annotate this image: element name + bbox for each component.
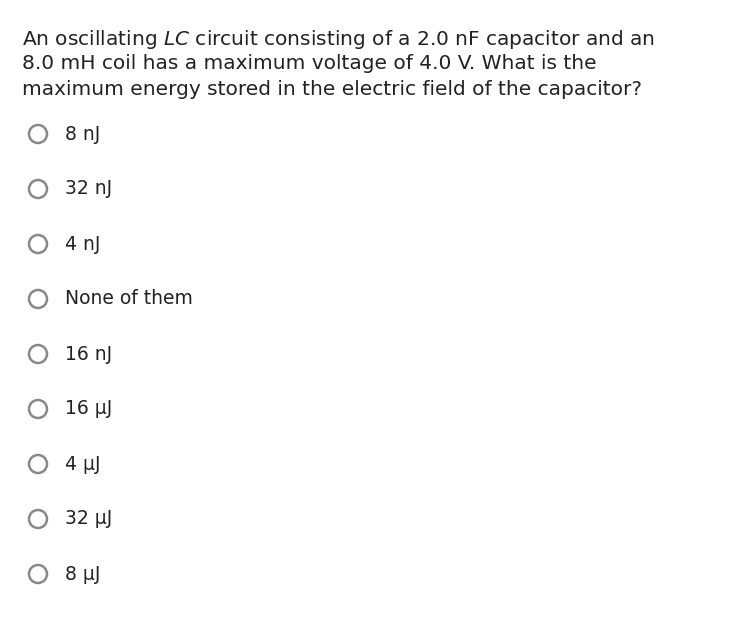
Text: 32 nJ: 32 nJ bbox=[65, 180, 112, 199]
Text: 8 nJ: 8 nJ bbox=[65, 124, 100, 144]
Text: An oscillating $\mathit{LC}$ circuit consisting of a 2.0 nF capacitor and an: An oscillating $\mathit{LC}$ circuit con… bbox=[22, 28, 655, 51]
Text: None of them: None of them bbox=[65, 290, 193, 309]
Text: 4 nJ: 4 nJ bbox=[65, 234, 100, 253]
Text: maximum energy stored in the electric field of the capacitor?: maximum energy stored in the electric fi… bbox=[22, 80, 642, 99]
Text: 16 μJ: 16 μJ bbox=[65, 399, 112, 418]
Text: 16 nJ: 16 nJ bbox=[65, 345, 112, 363]
Text: 8.0 mH coil has a maximum voltage of 4.0 V. What is the: 8.0 mH coil has a maximum voltage of 4.0… bbox=[22, 54, 597, 73]
Text: 8 μJ: 8 μJ bbox=[65, 565, 100, 584]
Text: 32 μJ: 32 μJ bbox=[65, 509, 112, 528]
Text: 4 μJ: 4 μJ bbox=[65, 455, 100, 474]
